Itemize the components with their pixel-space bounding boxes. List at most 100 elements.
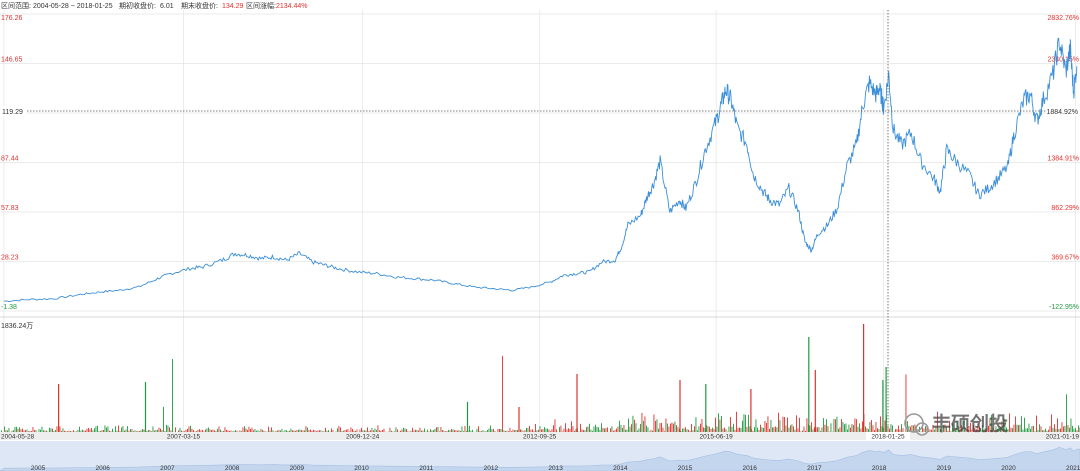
volume-bar [524, 430, 526, 432]
volume-bar [1066, 394, 1067, 432]
volume-bar [803, 426, 805, 432]
volume-bar [583, 430, 584, 432]
volume-bar [73, 430, 74, 432]
volume-bar [952, 423, 953, 432]
volume-bar [865, 426, 866, 432]
volume-bar [740, 427, 742, 432]
volume-bar [1031, 426, 1033, 432]
volume-bar [247, 429, 248, 432]
volume-bar [71, 431, 73, 432]
volume-bar [905, 374, 907, 432]
volume-bar [683, 428, 685, 432]
volume-bar [31, 431, 32, 432]
volume-bar [862, 421, 863, 432]
volume-bar [1076, 430, 1078, 432]
volume-bar [202, 429, 203, 432]
volume-bar [739, 427, 740, 432]
volume-bar [430, 429, 431, 432]
volume-bar [269, 430, 271, 432]
volume-bar [286, 430, 287, 432]
volume-bar [671, 422, 673, 432]
volume-bar [181, 430, 182, 432]
volume-bar [922, 426, 923, 432]
volume-bar-spike [885, 367, 887, 432]
volume-bar [983, 428, 985, 432]
volume-bar [302, 430, 304, 432]
volume-bar [602, 427, 604, 432]
volume-bar [869, 421, 871, 432]
volume-bar [940, 429, 941, 432]
volume-bar [151, 431, 152, 432]
volume-bar [856, 419, 857, 432]
volume-bar [308, 430, 310, 432]
volume-bar [980, 429, 982, 432]
volume-bar [835, 419, 836, 432]
volume-bar [895, 429, 896, 432]
volume-bar [29, 430, 31, 432]
volume-bar [70, 431, 71, 432]
info-bar: 区间范围: 2004-05-28 ~ 2018-01-25 期初收盘价: 6.0… [1, 1, 308, 10]
volume-bar [688, 429, 689, 432]
volume-bar [920, 431, 922, 432]
volume-bar [712, 427, 713, 432]
volume-bar [569, 429, 571, 432]
volume-bar [1078, 425, 1079, 432]
volume-bar [470, 430, 472, 432]
volume-bar [691, 424, 692, 432]
volume-bar [275, 430, 277, 432]
volume-bar [1049, 426, 1051, 432]
volume-bar [887, 425, 889, 432]
volume-bar [607, 427, 608, 432]
volume-bar [406, 429, 407, 432]
volume-bar [104, 425, 106, 432]
volume-bar [25, 430, 26, 432]
volume-bar [233, 430, 235, 432]
volume-bar [976, 429, 977, 432]
volume-bar [130, 429, 131, 432]
volume-bar [1028, 423, 1030, 432]
volume-bar [701, 419, 703, 432]
volume-bar [256, 430, 257, 432]
volume-bar [718, 413, 719, 432]
volume-bar [841, 419, 842, 432]
volume-bar [431, 430, 433, 432]
volume-bar [433, 430, 434, 432]
volume-bar [1021, 416, 1022, 432]
volume-bar [22, 428, 23, 432]
volume-bar [997, 428, 998, 432]
volume-bar [307, 427, 308, 432]
volume-bar [848, 424, 850, 432]
volume-bar [961, 425, 962, 432]
volume-bar [170, 430, 172, 432]
volume-bar [469, 425, 470, 432]
percent-tick-label: 369.67% [1051, 254, 1079, 261]
volume-bar [361, 427, 362, 432]
volume-bar [337, 428, 338, 432]
volume-bar [728, 426, 730, 432]
volume-bar [968, 426, 970, 432]
volume-bar [476, 428, 478, 432]
date-tick-label: 2009-12-24 [346, 434, 380, 441]
volume-bar [493, 429, 494, 432]
navigator-year-label: 2014 [613, 465, 628, 471]
volume-bar [341, 431, 343, 432]
volume-bar [178, 430, 179, 432]
volume-bar [482, 430, 484, 432]
volume-bar [860, 428, 862, 432]
volume-bar [595, 424, 596, 432]
volume-bar [1019, 424, 1021, 432]
percent-tick-label: -122.95% [1049, 304, 1079, 311]
volume-bar [458, 430, 460, 432]
volume-bar [353, 430, 355, 432]
volume-bar [262, 429, 263, 432]
volume-bar [223, 430, 224, 432]
volume-bar [434, 428, 436, 432]
volume-bar [203, 431, 205, 432]
volume-bar [767, 416, 769, 432]
volume-axis-label: 1836.24万 [1, 322, 33, 330]
volume-bar [716, 426, 718, 432]
volume-bar [1037, 429, 1039, 432]
volume-bar [622, 427, 623, 432]
volume-bar [229, 431, 230, 432]
volume-bar [806, 418, 808, 432]
